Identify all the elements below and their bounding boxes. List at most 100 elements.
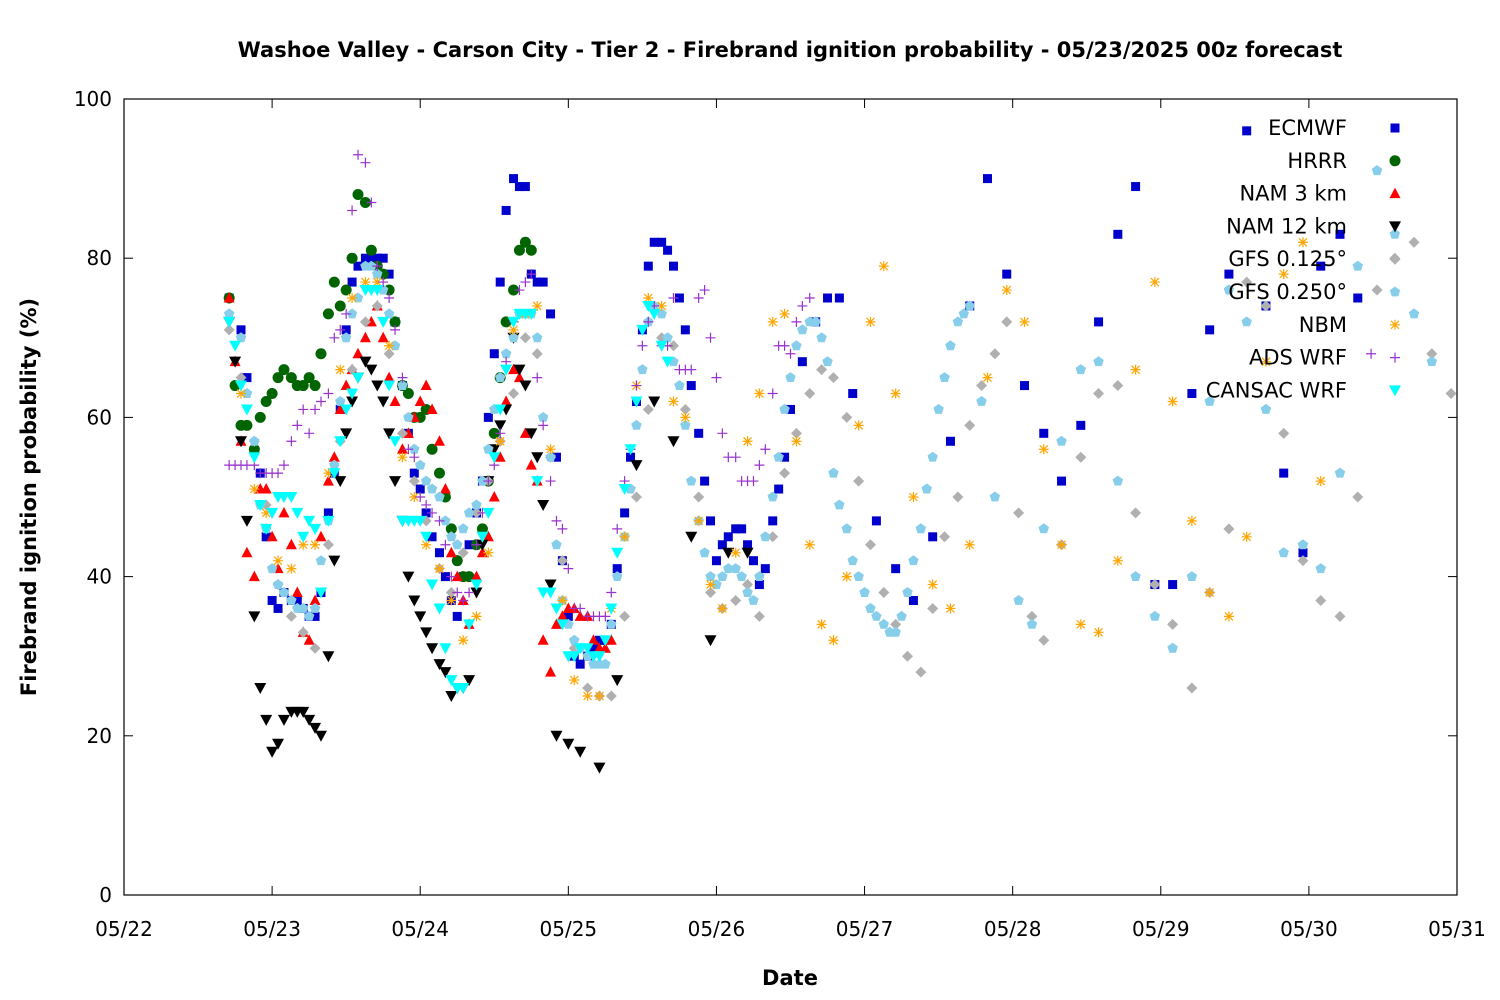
data-point: [619, 610, 631, 622]
data-point: [786, 404, 795, 414]
data-point: [700, 476, 710, 486]
data-point: [519, 236, 531, 248]
data-point: [908, 595, 918, 605]
data-point: [451, 570, 463, 582]
data-point: [365, 244, 377, 256]
data-point: [551, 515, 562, 526]
data-point: [737, 524, 747, 534]
data-point: [557, 523, 568, 534]
data-point: [414, 395, 426, 406]
data-point: [563, 563, 574, 574]
data-point: [500, 348, 512, 359]
data-point: [717, 540, 727, 550]
data-point: [446, 571, 457, 582]
data-point: [285, 610, 297, 622]
legend-marker: [1390, 352, 1400, 363]
data-point: [483, 412, 493, 422]
data-point: [1039, 428, 1049, 438]
data-point: [286, 563, 297, 574]
data-point: [254, 683, 267, 695]
data-point: [551, 539, 562, 550]
data-point: [323, 468, 334, 479]
data-point: [508, 332, 519, 343]
data-point: [328, 468, 341, 480]
data-point: [470, 579, 483, 591]
data-point: [273, 468, 284, 479]
legend-label: GFS 0.250°: [1228, 280, 1347, 304]
data-point: [1149, 610, 1161, 621]
data-point: [1224, 269, 1234, 279]
data-point: [513, 244, 525, 256]
data-point: [286, 595, 297, 605]
data-point: [1186, 682, 1198, 694]
data-point: [1093, 627, 1104, 638]
data-point: [223, 308, 235, 319]
data-point: [605, 603, 618, 615]
data-point: [1205, 325, 1215, 335]
data-point: [668, 293, 679, 303]
data-point: [693, 515, 704, 526]
data-point: [334, 436, 347, 448]
data-point: [748, 476, 759, 487]
x-tick-label: 05/28: [984, 917, 1042, 941]
data-point: [834, 499, 845, 510]
data-point: [298, 602, 309, 613]
data-point: [396, 427, 408, 439]
data-point: [421, 539, 432, 550]
data-point: [248, 611, 261, 623]
data-point: [427, 532, 437, 542]
data-point: [525, 244, 537, 256]
data-point: [989, 491, 1001, 502]
data-point: [266, 530, 278, 542]
data-point: [414, 515, 427, 527]
data-point: [545, 451, 556, 462]
data-point: [495, 277, 505, 287]
data-point: [1315, 563, 1326, 574]
data-point: [433, 603, 446, 615]
data-point: [575, 603, 586, 614]
data-point: [266, 388, 278, 400]
data-point: [260, 714, 273, 726]
x-tick-label: 05/22: [95, 917, 153, 941]
data-point: [340, 428, 353, 440]
data-point: [278, 587, 290, 597]
data-point: [390, 324, 401, 335]
data-point: [1278, 547, 1289, 558]
data-point: [408, 595, 421, 607]
data-point: [272, 372, 284, 384]
data-point: [693, 293, 704, 303]
data-point: [464, 587, 475, 598]
data-point: [240, 404, 253, 416]
data-point: [334, 403, 346, 414]
data-point: [1204, 396, 1215, 406]
data-point: [426, 483, 438, 494]
data-point: [519, 332, 531, 344]
data-point: [298, 404, 309, 415]
data-point: [501, 205, 511, 215]
data-point: [440, 515, 451, 526]
data-point: [556, 619, 569, 631]
data-point: [1426, 348, 1438, 360]
data-point: [261, 507, 272, 518]
data-point: [760, 444, 771, 455]
data-point: [908, 555, 919, 566]
data-point: [360, 253, 370, 263]
data-point: [346, 252, 358, 264]
data-point: [1297, 539, 1309, 550]
data-point: [600, 658, 611, 669]
data-point: [921, 483, 932, 494]
data-point: [730, 594, 742, 606]
data-point: [235, 372, 247, 384]
data-point: [847, 555, 858, 566]
data-point: [463, 675, 476, 687]
data-point: [248, 443, 260, 455]
data-point: [582, 691, 593, 701]
data-point: [1112, 380, 1124, 392]
data-point: [310, 404, 321, 415]
data-point: [261, 532, 271, 542]
data-point: [457, 547, 469, 559]
data-point: [328, 555, 341, 567]
data-point: [360, 277, 371, 288]
data-point: [774, 484, 784, 494]
legend-marker: [1389, 253, 1401, 265]
